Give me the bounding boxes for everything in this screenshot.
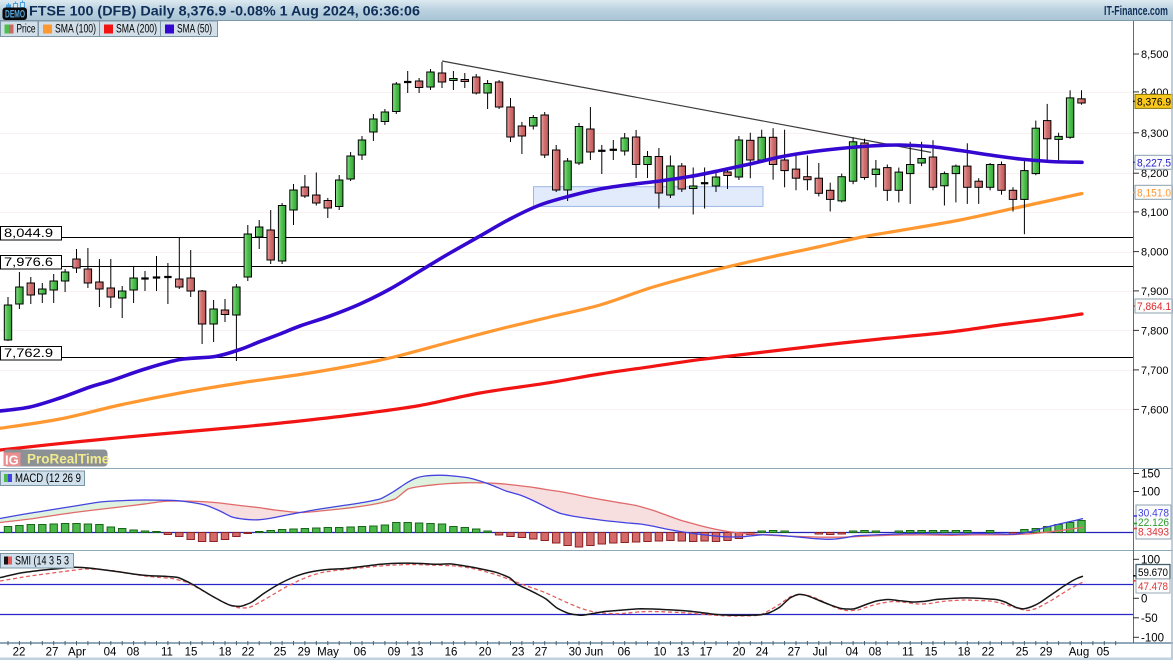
svg-text:May: May bbox=[317, 647, 339, 659]
svg-text:11: 11 bbox=[902, 647, 914, 659]
svg-text:18: 18 bbox=[958, 647, 971, 659]
svg-text:47.478: 47.478 bbox=[1138, 581, 1168, 593]
svg-text:DEMO: DEMO bbox=[5, 9, 25, 21]
svg-text:8,200: 8,200 bbox=[1141, 168, 1169, 180]
svg-text:8,044.9: 8,044.9 bbox=[4, 228, 53, 240]
svg-text:8,100: 8,100 bbox=[1141, 207, 1169, 219]
svg-text:100: 100 bbox=[1141, 487, 1160, 499]
svg-text:09: 09 bbox=[388, 647, 401, 659]
svg-text:06: 06 bbox=[354, 647, 367, 659]
svg-text:7,600: 7,600 bbox=[1141, 404, 1169, 416]
svg-text:7,800: 7,800 bbox=[1141, 325, 1169, 337]
svg-text:22: 22 bbox=[242, 647, 255, 659]
svg-text:04: 04 bbox=[846, 647, 859, 659]
svg-text:Jun: Jun bbox=[585, 647, 604, 659]
svg-text:7,864.1: 7,864.1 bbox=[1137, 301, 1171, 313]
svg-text:59.670: 59.670 bbox=[1138, 567, 1168, 579]
svg-text:8.3493: 8.3493 bbox=[1138, 527, 1169, 539]
svg-text:27: 27 bbox=[535, 647, 548, 659]
svg-text:18: 18 bbox=[219, 647, 232, 659]
svg-text:13: 13 bbox=[411, 647, 424, 659]
svg-text:23: 23 bbox=[512, 647, 525, 659]
svg-text:25: 25 bbox=[274, 647, 287, 659]
svg-text:Jul: Jul bbox=[813, 647, 828, 659]
svg-text:7,976.6: 7,976.6 bbox=[4, 257, 53, 269]
svg-text:150: 150 bbox=[1141, 469, 1160, 481]
svg-text:8,227.5: 8,227.5 bbox=[1137, 157, 1171, 169]
svg-text:8,151.0: 8,151.0 bbox=[1137, 187, 1171, 199]
svg-text:-100: -100 bbox=[1141, 632, 1164, 644]
svg-text:Apr: Apr bbox=[68, 647, 86, 659]
svg-text:8,376.9: 8,376.9 bbox=[1137, 96, 1171, 108]
svg-text:Price: Price bbox=[17, 24, 36, 36]
svg-text:30.478: 30.478 bbox=[1138, 508, 1169, 520]
svg-text:08: 08 bbox=[869, 647, 882, 659]
svg-text:100: 100 bbox=[1141, 554, 1160, 566]
svg-text:IT-Finance.com: IT-Finance.com bbox=[1104, 4, 1168, 18]
svg-text:27: 27 bbox=[788, 647, 801, 659]
svg-text:08: 08 bbox=[127, 647, 140, 659]
svg-text:22: 22 bbox=[982, 647, 995, 659]
svg-text:0: 0 bbox=[1141, 593, 1147, 605]
svg-text:20: 20 bbox=[479, 647, 492, 659]
svg-text:SMA (100): SMA (100) bbox=[55, 24, 96, 36]
svg-text:ProRealTime: ProRealTime bbox=[27, 452, 110, 467]
svg-text:-50: -50 bbox=[1141, 613, 1158, 625]
svg-text:SMA (200): SMA (200) bbox=[116, 24, 157, 36]
svg-text:20: 20 bbox=[733, 647, 746, 659]
svg-text:22.126: 22.126 bbox=[1138, 517, 1169, 529]
svg-text:11: 11 bbox=[161, 647, 173, 659]
svg-text:05: 05 bbox=[1097, 647, 1110, 659]
svg-text:15: 15 bbox=[925, 647, 938, 659]
svg-text:06: 06 bbox=[618, 647, 631, 659]
svg-text:27: 27 bbox=[46, 647, 59, 659]
svg-text:16: 16 bbox=[445, 647, 458, 659]
svg-text:FTSE 100 (DFB) Daily 8,376.9 -: FTSE 100 (DFB) Daily 8,376.9 -0.08% 1 Au… bbox=[29, 4, 421, 19]
svg-text:22: 22 bbox=[13, 647, 26, 659]
svg-text:29: 29 bbox=[1040, 647, 1053, 659]
svg-text:MACD (12 26 9: MACD (12 26 9 bbox=[15, 473, 81, 485]
svg-text:7,900: 7,900 bbox=[1141, 286, 1169, 298]
svg-text:04: 04 bbox=[104, 647, 117, 659]
svg-text:29: 29 bbox=[298, 647, 311, 659]
svg-text:SMA (50): SMA (50) bbox=[177, 24, 212, 36]
svg-text:30: 30 bbox=[569, 647, 582, 659]
svg-text:8,000: 8,000 bbox=[1141, 247, 1169, 259]
svg-text:SMI (14 3 5 3: SMI (14 3 5 3 bbox=[15, 556, 69, 568]
svg-text:25: 25 bbox=[1016, 647, 1029, 659]
svg-text:8,500: 8,500 bbox=[1141, 49, 1169, 61]
svg-text:24: 24 bbox=[756, 647, 769, 659]
svg-text:7,762.9: 7,762.9 bbox=[4, 348, 53, 360]
svg-text:IG: IG bbox=[5, 453, 19, 468]
svg-text:15: 15 bbox=[185, 647, 198, 659]
svg-text:13: 13 bbox=[677, 647, 690, 659]
svg-text:17: 17 bbox=[700, 647, 713, 659]
svg-text:7,700: 7,700 bbox=[1141, 365, 1169, 377]
svg-text:Aug: Aug bbox=[1069, 647, 1089, 659]
svg-text:10: 10 bbox=[654, 647, 667, 659]
svg-text:8,300: 8,300 bbox=[1141, 128, 1169, 140]
